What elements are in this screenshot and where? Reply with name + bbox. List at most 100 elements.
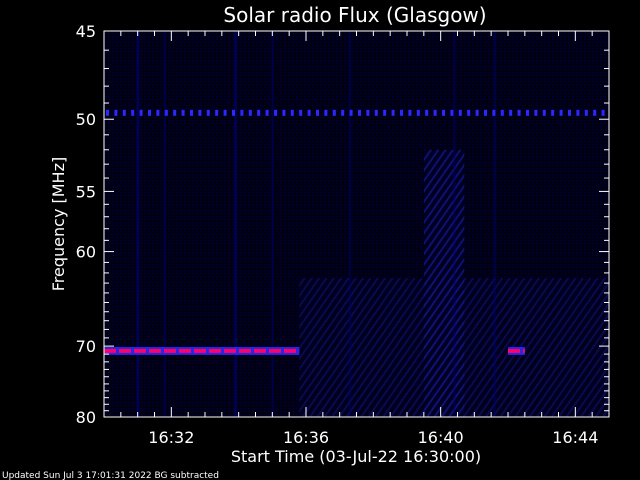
vertical-streak-5 bbox=[234, 31, 237, 417]
vertical-streak-4 bbox=[163, 31, 167, 417]
band-dot bbox=[316, 109, 319, 116]
band-segment bbox=[209, 348, 221, 353]
band-dot bbox=[248, 109, 252, 116]
band-dot bbox=[215, 109, 219, 116]
band-dot bbox=[526, 109, 529, 116]
y-axis: 45 50 55 60 70 80 bbox=[76, 22, 609, 427]
band-dot bbox=[559, 109, 563, 116]
band-dot bbox=[475, 109, 479, 116]
band-dot bbox=[122, 109, 126, 116]
band-dot bbox=[349, 109, 353, 116]
band-dot bbox=[148, 109, 151, 116]
band-dot bbox=[198, 109, 202, 116]
band-dot bbox=[408, 109, 412, 116]
band-dot bbox=[358, 109, 361, 116]
band-segment bbox=[269, 348, 281, 353]
band-dot bbox=[467, 109, 471, 116]
band-segment bbox=[284, 348, 296, 353]
band-dot bbox=[584, 109, 588, 116]
band-segment bbox=[508, 348, 520, 353]
band-dot bbox=[332, 109, 336, 116]
spectrogram-features bbox=[104, 31, 609, 417]
y-tick-label: 45 bbox=[76, 22, 96, 41]
band-dot bbox=[568, 109, 571, 116]
band-segment bbox=[119, 348, 131, 353]
band-dot bbox=[576, 109, 580, 116]
x-tick-label: 16:32 bbox=[148, 428, 194, 447]
band-dot bbox=[400, 109, 403, 116]
band-dot bbox=[223, 109, 227, 116]
vertical-streak-8 bbox=[453, 31, 456, 417]
horizontal-band-2 bbox=[508, 346, 525, 355]
footer-status: Updated Sun Jul 3 17:01:31 2022 BG subtr… bbox=[2, 471, 219, 480]
y-tick-label: 60 bbox=[76, 243, 96, 262]
band-dot bbox=[374, 109, 378, 116]
band-dot bbox=[265, 109, 269, 116]
band-dot bbox=[274, 109, 277, 116]
band-dot bbox=[500, 109, 504, 116]
band-dot bbox=[290, 109, 294, 116]
band-segment bbox=[179, 348, 191, 353]
vertical-streak-3 bbox=[136, 31, 140, 417]
band-dot bbox=[593, 109, 597, 116]
band-segment bbox=[164, 348, 176, 353]
band-dot bbox=[416, 109, 420, 116]
band-dot bbox=[433, 109, 437, 116]
x-tick-label: 16:40 bbox=[418, 428, 464, 447]
horizontal-band-0 bbox=[106, 109, 605, 116]
band-dot bbox=[517, 109, 521, 116]
band-dot bbox=[232, 109, 235, 116]
band-dot bbox=[299, 109, 303, 116]
band-dot bbox=[139, 109, 143, 116]
x-tick-label: 16:36 bbox=[283, 428, 329, 447]
band-dot bbox=[484, 109, 487, 116]
band-dot bbox=[190, 109, 193, 116]
band-dot bbox=[509, 109, 513, 116]
band-dot bbox=[551, 109, 555, 116]
band-dot bbox=[391, 109, 395, 116]
y-tick-label: 80 bbox=[76, 408, 96, 427]
x-axis-label: Start Time (03-Jul-22 16:30:00) bbox=[231, 447, 481, 466]
band-dot bbox=[324, 109, 328, 116]
band-dot bbox=[131, 109, 135, 116]
vertical-streak-7 bbox=[348, 31, 352, 417]
band-dot bbox=[164, 109, 168, 116]
chart-title: Solar radio Flux (Glasgow) bbox=[223, 3, 486, 27]
band-dot bbox=[492, 109, 496, 116]
band-dot bbox=[282, 109, 286, 116]
band-dot bbox=[181, 109, 185, 116]
band-segment bbox=[224, 348, 236, 353]
band-segment bbox=[134, 348, 146, 353]
x-axis: 16:32 16:36 16:40 16:44 bbox=[103, 31, 610, 447]
band-dot bbox=[173, 109, 177, 116]
y-tick-label: 50 bbox=[76, 110, 96, 129]
band-segment bbox=[149, 348, 161, 353]
band-dot bbox=[442, 109, 445, 116]
y-axis-label: Frequency [MHz] bbox=[49, 157, 68, 291]
band-dot bbox=[106, 109, 109, 116]
vertical-streak-6 bbox=[271, 31, 274, 417]
band-dot bbox=[206, 109, 210, 116]
band-dot bbox=[542, 109, 546, 116]
vertical-streak-9 bbox=[493, 31, 497, 417]
band-segment bbox=[523, 348, 525, 353]
band-dot bbox=[534, 109, 538, 116]
band-segment bbox=[104, 348, 116, 353]
band-segment bbox=[254, 348, 266, 353]
band-dot bbox=[307, 109, 311, 116]
band-dot bbox=[366, 109, 370, 116]
x-tick-label: 16:44 bbox=[552, 428, 598, 447]
band-segment bbox=[194, 348, 206, 353]
diffuse-region-11 bbox=[423, 149, 465, 417]
band-dot bbox=[114, 109, 118, 116]
band-dot bbox=[156, 109, 160, 116]
band-dot bbox=[450, 109, 454, 116]
band-dot bbox=[341, 109, 345, 116]
band-dot bbox=[425, 109, 429, 116]
horizontal-band-1 bbox=[104, 346, 300, 355]
band-dot bbox=[458, 109, 462, 116]
band-dot bbox=[240, 109, 244, 116]
band-dot bbox=[601, 109, 605, 116]
y-tick-label: 55 bbox=[76, 182, 96, 201]
